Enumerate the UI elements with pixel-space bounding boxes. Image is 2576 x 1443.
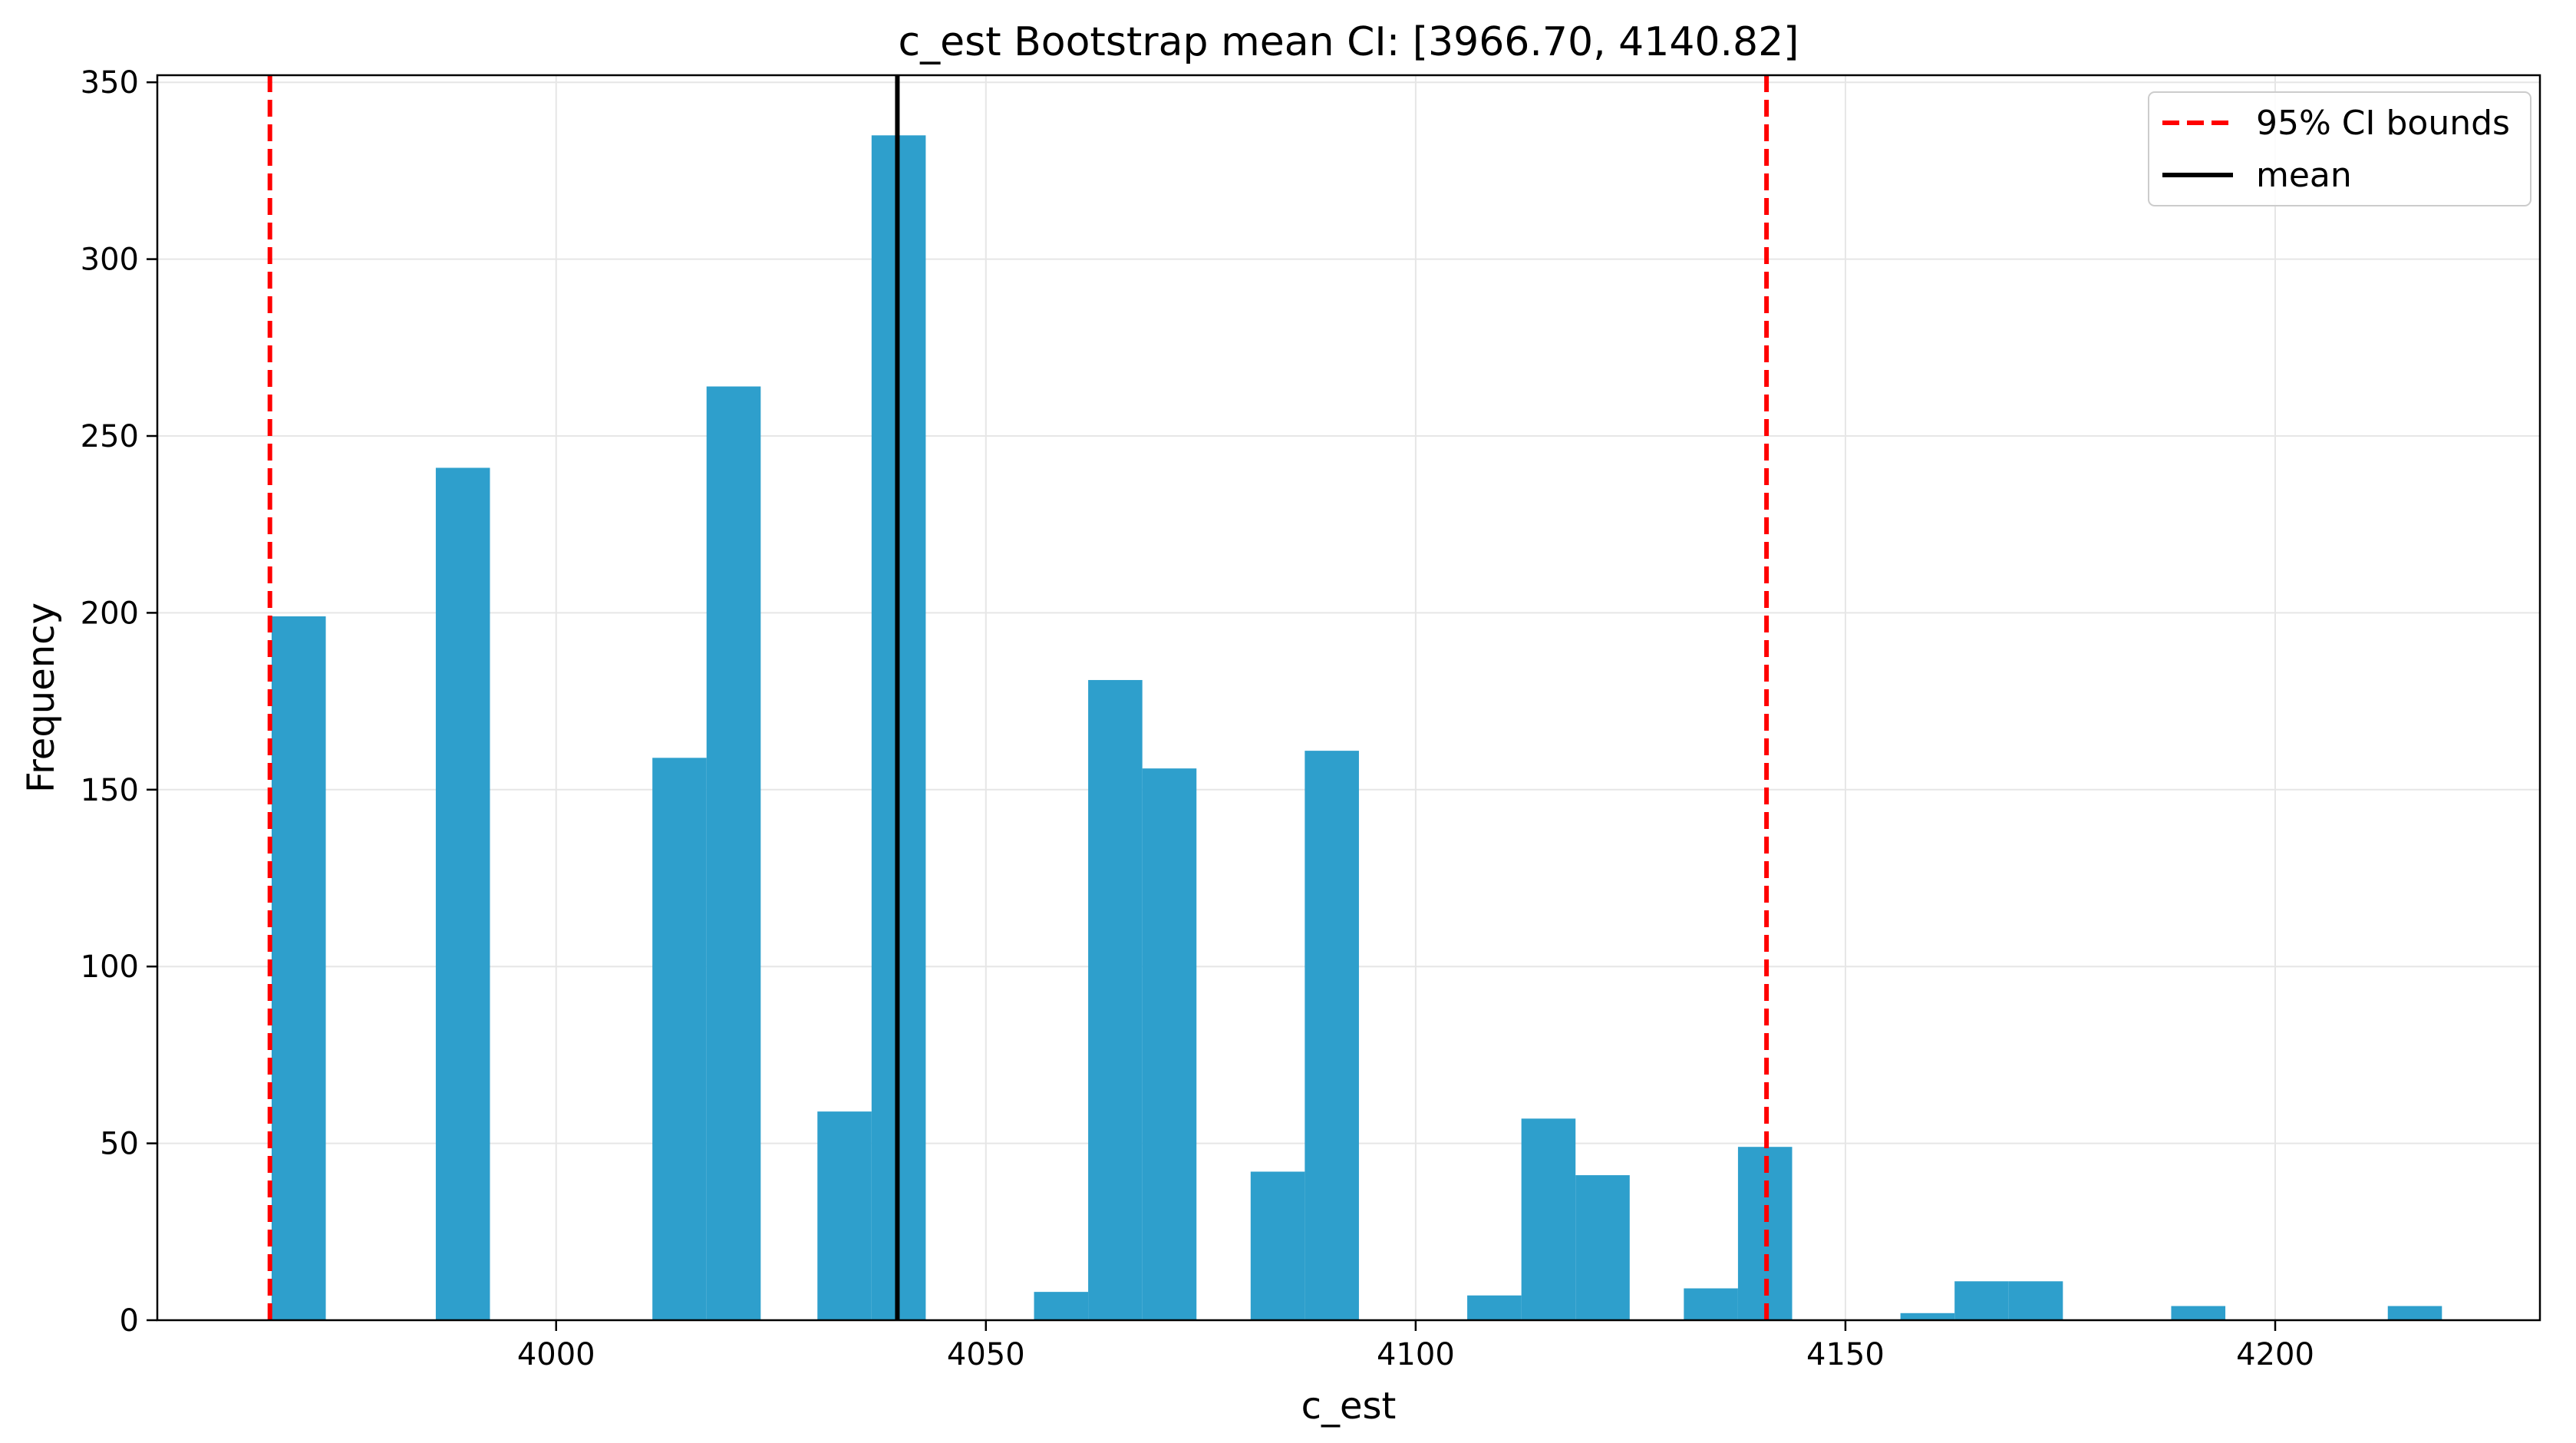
x-tick-label: 4050 xyxy=(947,1337,1025,1372)
histogram-bar xyxy=(271,616,326,1320)
histogram-bar xyxy=(435,467,490,1321)
x-tick-label: 4200 xyxy=(2236,1337,2314,1372)
reference-lines xyxy=(267,75,1770,1320)
y-axis-label: Frequency xyxy=(20,603,63,793)
histogram-bar xyxy=(652,758,707,1320)
histogram-bar xyxy=(2008,1281,2063,1320)
legend-label-ci-bounds: 95% CI bounds xyxy=(2256,104,2510,143)
histogram-bar xyxy=(1142,768,1197,1320)
y-axis-ticks: 0 50 100 150 200 250 300 350 xyxy=(81,65,157,1339)
legend: 95% CI bounds mean xyxy=(2148,91,2531,206)
histogram-bar xyxy=(817,1111,872,1320)
histogram-bar xyxy=(1575,1175,1630,1320)
chart-title: c_est Bootstrap mean CI: [3966.70, 4140.… xyxy=(899,19,1799,65)
histogram-bar xyxy=(1684,1288,1738,1320)
x-axis-ticks: 4000 4050 4100 4150 4200 xyxy=(517,1320,2314,1372)
histogram-bars xyxy=(271,135,2442,1321)
histogram-bar xyxy=(1304,751,1359,1320)
y-tick-label: 0 xyxy=(120,1303,139,1339)
histogram-bar xyxy=(1900,1313,1955,1320)
x-axis-label: c_est xyxy=(1301,1385,1397,1428)
y-tick-label: 350 xyxy=(81,65,139,101)
y-tick-label: 100 xyxy=(81,949,139,985)
y-tick-label: 50 xyxy=(100,1127,139,1162)
y-tick-label: 300 xyxy=(81,243,139,278)
histogram-bar xyxy=(1250,1171,1305,1320)
x-tick-label: 4000 xyxy=(517,1337,595,1372)
grid-lines xyxy=(157,75,2540,1321)
y-tick-label: 200 xyxy=(81,596,139,631)
histogram-bar xyxy=(706,386,761,1320)
y-tick-label: 150 xyxy=(81,773,139,808)
histogram-bar xyxy=(1088,679,1143,1320)
histogram-bar xyxy=(1954,1281,2009,1320)
histogram-bar xyxy=(2171,1306,2226,1320)
histogram-bar xyxy=(1467,1295,1522,1320)
legend-label-mean: mean xyxy=(2256,156,2352,195)
y-tick-label: 250 xyxy=(81,419,139,454)
x-tick-label: 4100 xyxy=(1377,1337,1455,1372)
histogram-bar xyxy=(1034,1292,1089,1320)
histogram-bar xyxy=(2387,1306,2442,1320)
x-tick-label: 4150 xyxy=(1806,1337,1885,1372)
legend-box xyxy=(2148,91,2531,206)
histogram-bar xyxy=(1521,1118,1576,1320)
plot-frame xyxy=(156,74,2541,1322)
